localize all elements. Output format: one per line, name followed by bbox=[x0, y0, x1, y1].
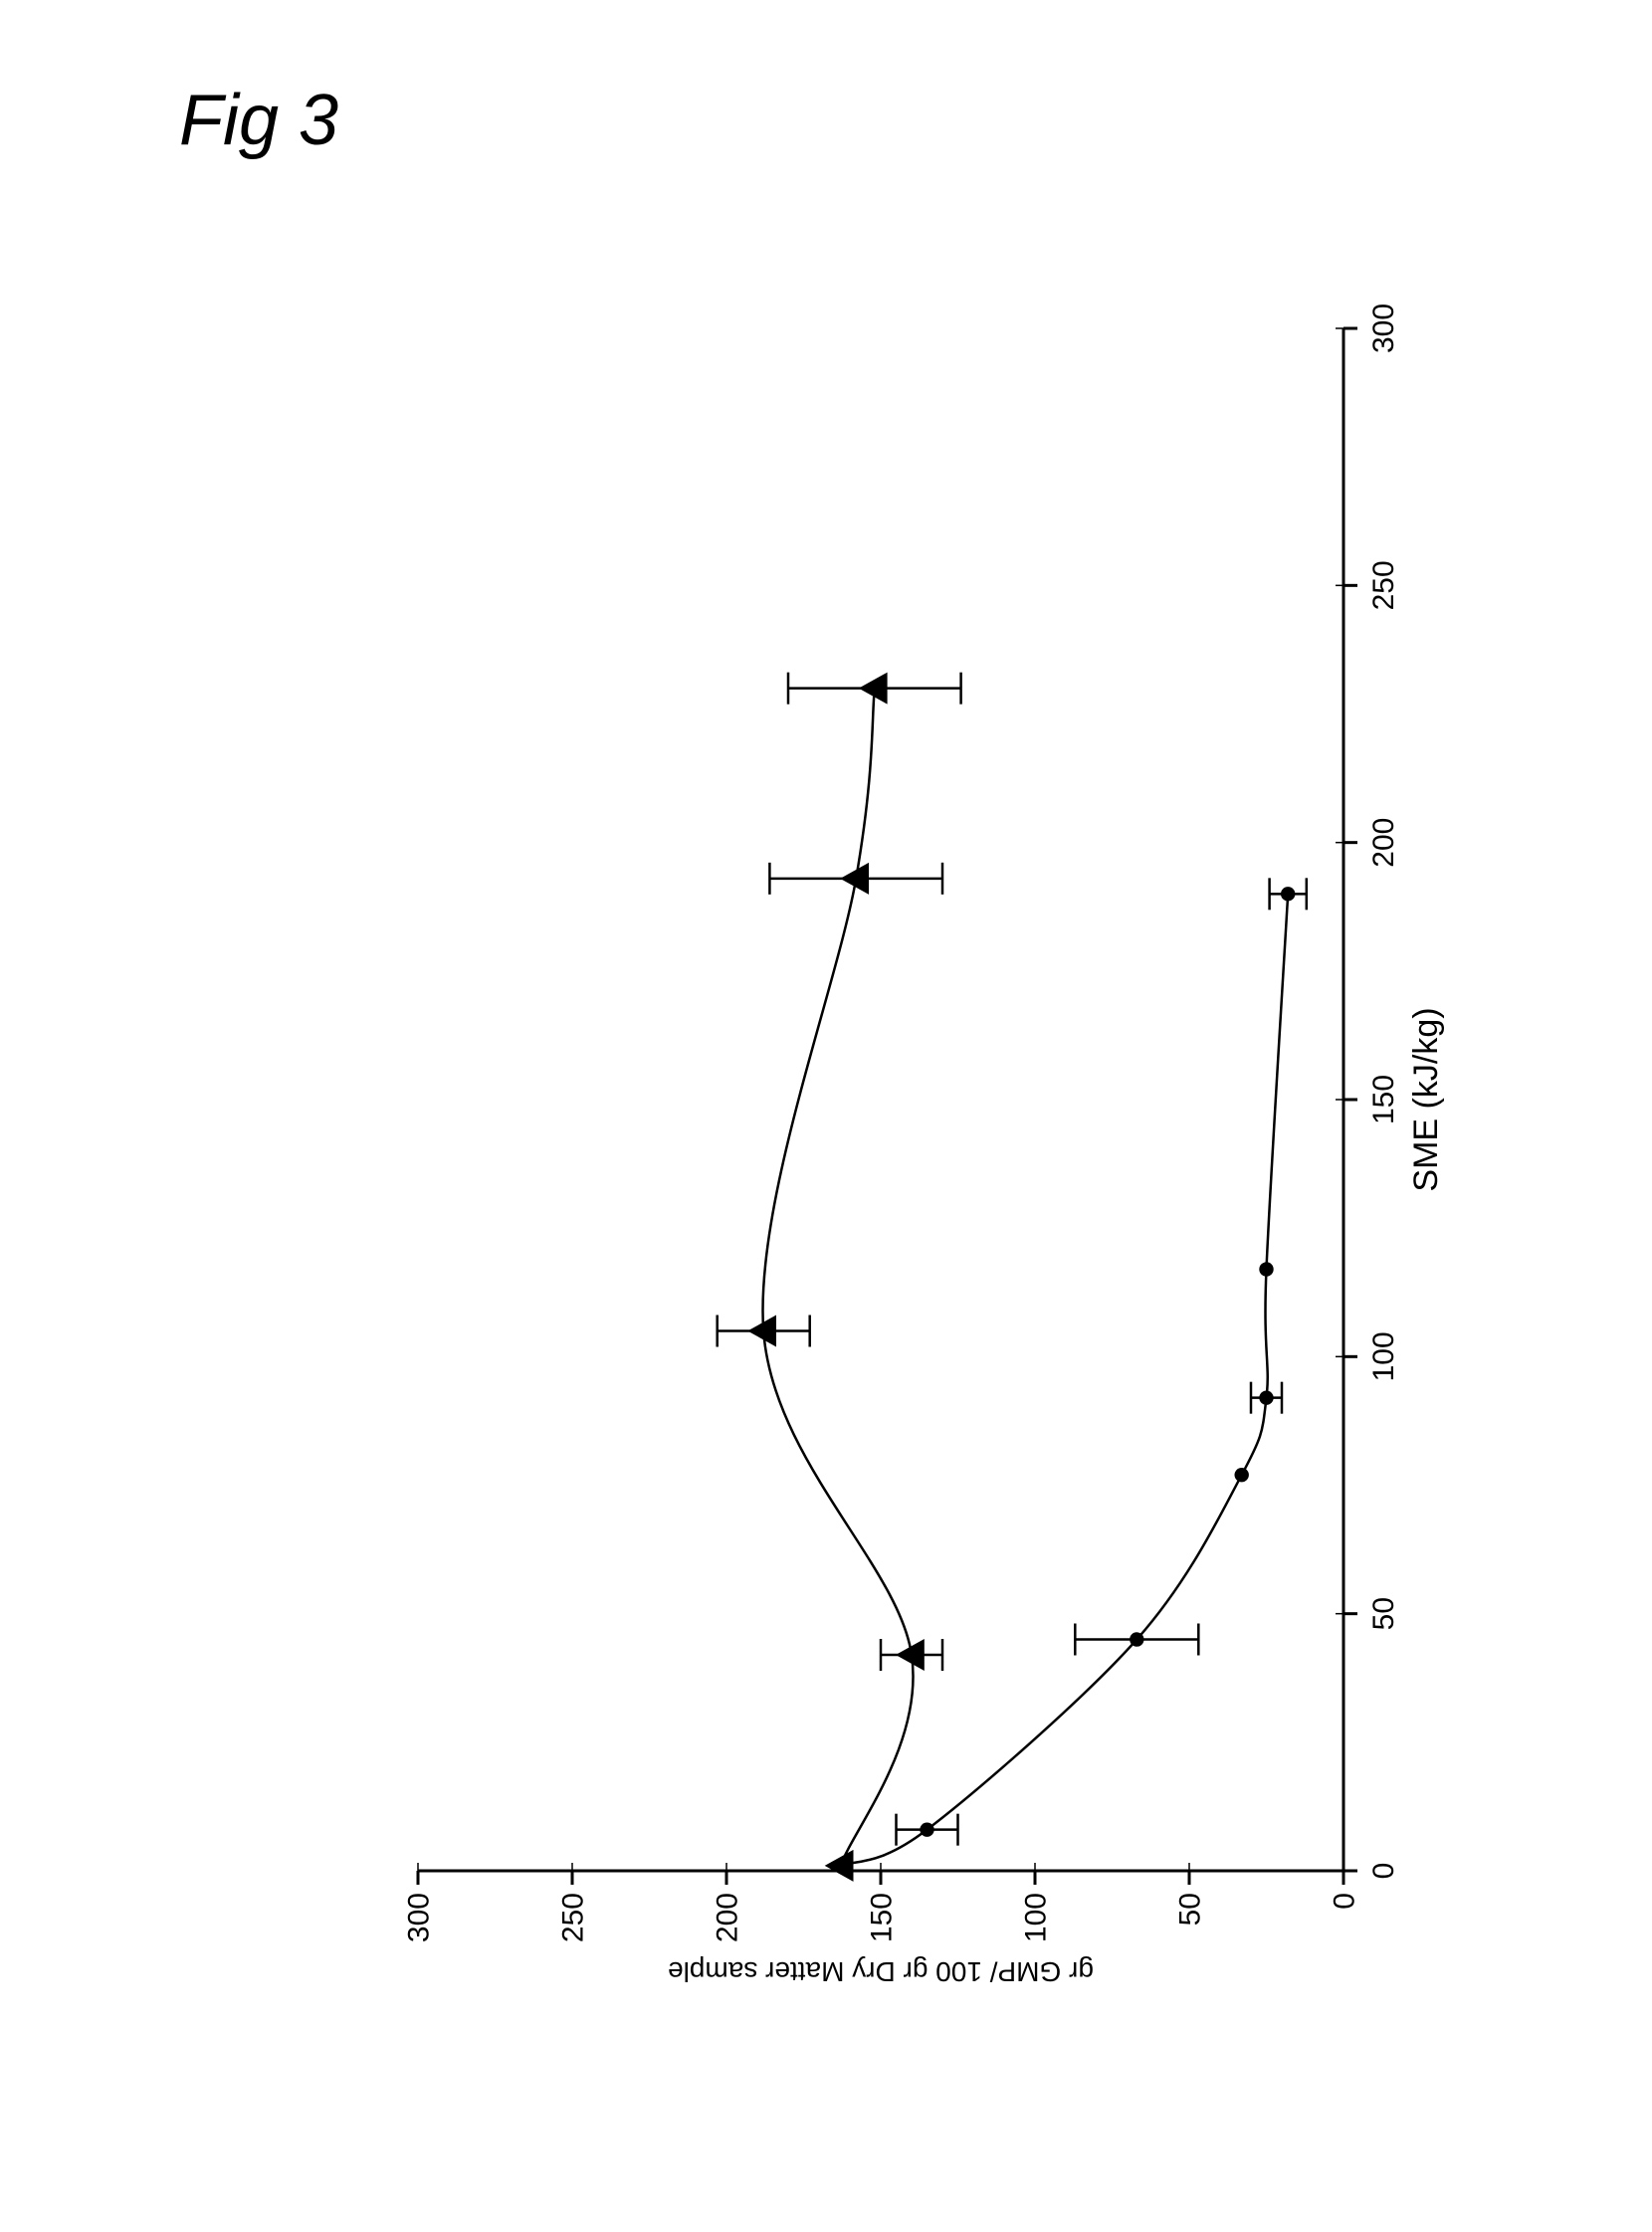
x-tick-label: 150 bbox=[1367, 1075, 1400, 1124]
series-z-blade-mixing bbox=[834, 878, 1307, 1873]
y-tick-label: 300 bbox=[403, 1893, 436, 1942]
x-tick-label: 300 bbox=[1367, 304, 1400, 353]
y-tick-label: 150 bbox=[866, 1893, 899, 1942]
x-axis-label: SME (kJ/kg) bbox=[1407, 1007, 1445, 1191]
y-tick-label: 200 bbox=[712, 1893, 744, 1942]
x-tick-label: 200 bbox=[1367, 818, 1400, 868]
figure-title: Fig 3 bbox=[179, 80, 338, 161]
chart-container: 0 50 100 150 200 250 300 0 50 100 150 200 250 300 SME … bbox=[388, 299, 1463, 1990]
chart-svg: 0 50 100 150 200 250 300 0 50 100 150 200 250 300 SME … bbox=[388, 299, 1463, 1990]
y-tick-label: 0 bbox=[1329, 1893, 1361, 1910]
series-shear-processing bbox=[718, 673, 961, 1882]
y-tick-label: 50 bbox=[1174, 1893, 1207, 1926]
y-tick-label: 250 bbox=[557, 1893, 590, 1942]
y-tick-label: 100 bbox=[1020, 1893, 1053, 1942]
y-axis-label: gr GMP/ 100 gr Dry Matter sample bbox=[668, 1956, 1094, 1987]
x-tick-label: 50 bbox=[1367, 1597, 1400, 1630]
x-tick-label: 0 bbox=[1367, 1863, 1400, 1880]
x-tick-label: 100 bbox=[1367, 1331, 1400, 1381]
axes: 0 50 100 150 200 250 300 0 50 100 150 200 250 300 SME … bbox=[403, 304, 1446, 1987]
x-tick-label: 250 bbox=[1367, 560, 1400, 610]
